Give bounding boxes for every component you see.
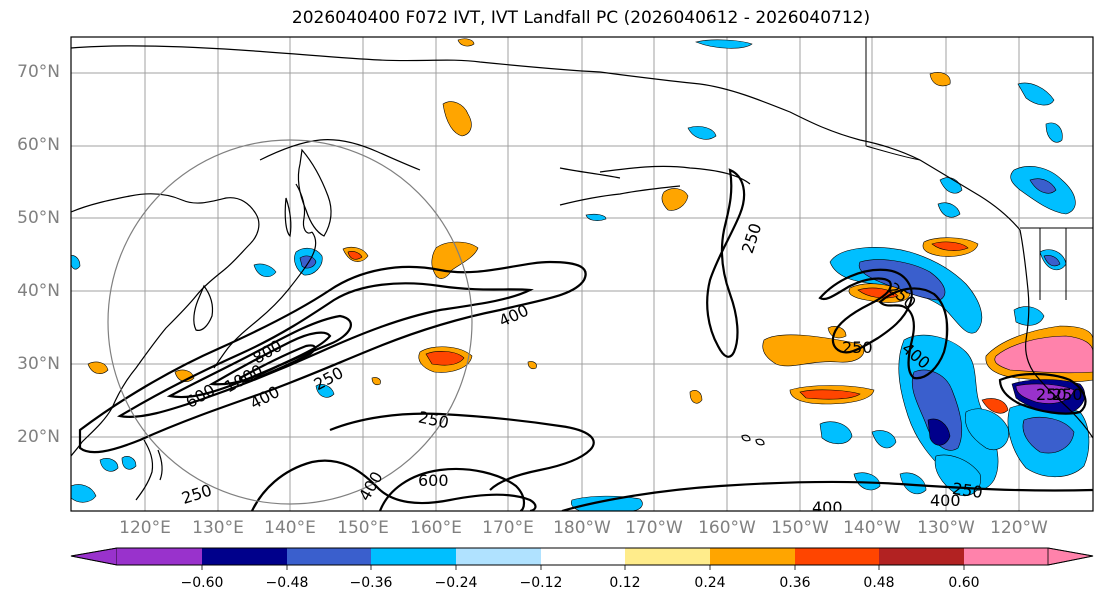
colorbar-swatch: [371, 548, 456, 565]
contour-label: 400: [812, 498, 843, 517]
lat-label-20n: 20°N: [17, 427, 60, 447]
colorbar-tick-label: −0.24: [434, 575, 478, 591]
colorbar-swatch: [287, 548, 371, 565]
colorbar-swatch: [625, 548, 710, 565]
colorbar-tick-label: −0.48: [265, 575, 309, 591]
colorbar-swatch: [879, 548, 964, 565]
contour-label: 250: [1036, 385, 1067, 404]
lon-label-140e: 140°E: [264, 518, 316, 538]
colorbar-tick-label: 0.24: [694, 575, 726, 591]
map-title: 2026040400 F072 IVT, IVT Landfall PC (20…: [291, 8, 871, 28]
contour-label: 250: [951, 479, 984, 502]
lat-label-40n: 40°N: [17, 281, 60, 301]
lat-label-60n: 60°N: [17, 135, 60, 155]
colorbar-tick-label: −0.36: [349, 575, 393, 591]
contour-label: 250: [842, 338, 873, 357]
colorbar-swatch: [202, 548, 287, 565]
lon-label-120e: 120°E: [119, 518, 171, 538]
colorbar-swatch: [117, 548, 202, 565]
pc-shading: [71, 38, 1093, 511]
colorbar-tick-label: 0.48: [863, 575, 895, 591]
colorbar-tick-label: −0.60: [180, 575, 224, 591]
colorbar-tick-label: 0.36: [779, 575, 811, 591]
contour-label: 250: [1052, 385, 1083, 404]
landfall-circle: [107, 139, 473, 505]
contour-label: 600: [418, 471, 449, 490]
colorbar-swatch: [964, 548, 1048, 565]
boundaries: [865, 37, 1093, 300]
lon-label-150e: 150°E: [337, 518, 389, 538]
lon-label-140w: 140°W: [843, 518, 901, 538]
lat-label-30n: 30°N: [17, 354, 60, 374]
lon-label-130e: 130°E: [192, 518, 244, 538]
lon-label-130w: 130°W: [917, 518, 975, 538]
lat-label-50n: 50°N: [17, 208, 60, 228]
lon-label-120w: 120°W: [990, 518, 1048, 538]
colorbar-swatch: [710, 548, 795, 565]
ivt-contours: [78, 168, 1093, 511]
colorbar-extend-low: [70, 547, 118, 566]
colorbar-tick-label: −0.12: [519, 575, 563, 591]
colorbar-swatch: [541, 548, 625, 565]
lon-label-160e: 160°E: [410, 518, 462, 538]
lon-label-170e: 170°E: [482, 518, 534, 538]
colorbar-tick-label: 0.12: [609, 575, 641, 591]
map-area: 250 400 600 800 1000 400 250 250 400 600…: [71, 37, 1093, 517]
lon-label-170w: 170°W: [625, 518, 683, 538]
colorbar-swatch: [456, 548, 541, 565]
colorbar-extend-high: [1047, 547, 1094, 566]
lon-label-160w: 160°W: [698, 518, 756, 538]
contour-label: 400: [930, 491, 961, 510]
colorbar-swatch: [795, 548, 879, 565]
colorbar: [70, 547, 1094, 570]
map-frame: [70, 36, 1094, 512]
lon-label-150w: 150°W: [771, 518, 829, 538]
colorbar-tick-label: 0.60: [948, 575, 980, 591]
lat-label-70n: 70°N: [17, 62, 60, 82]
lon-label-180w: 180°W: [553, 518, 611, 538]
